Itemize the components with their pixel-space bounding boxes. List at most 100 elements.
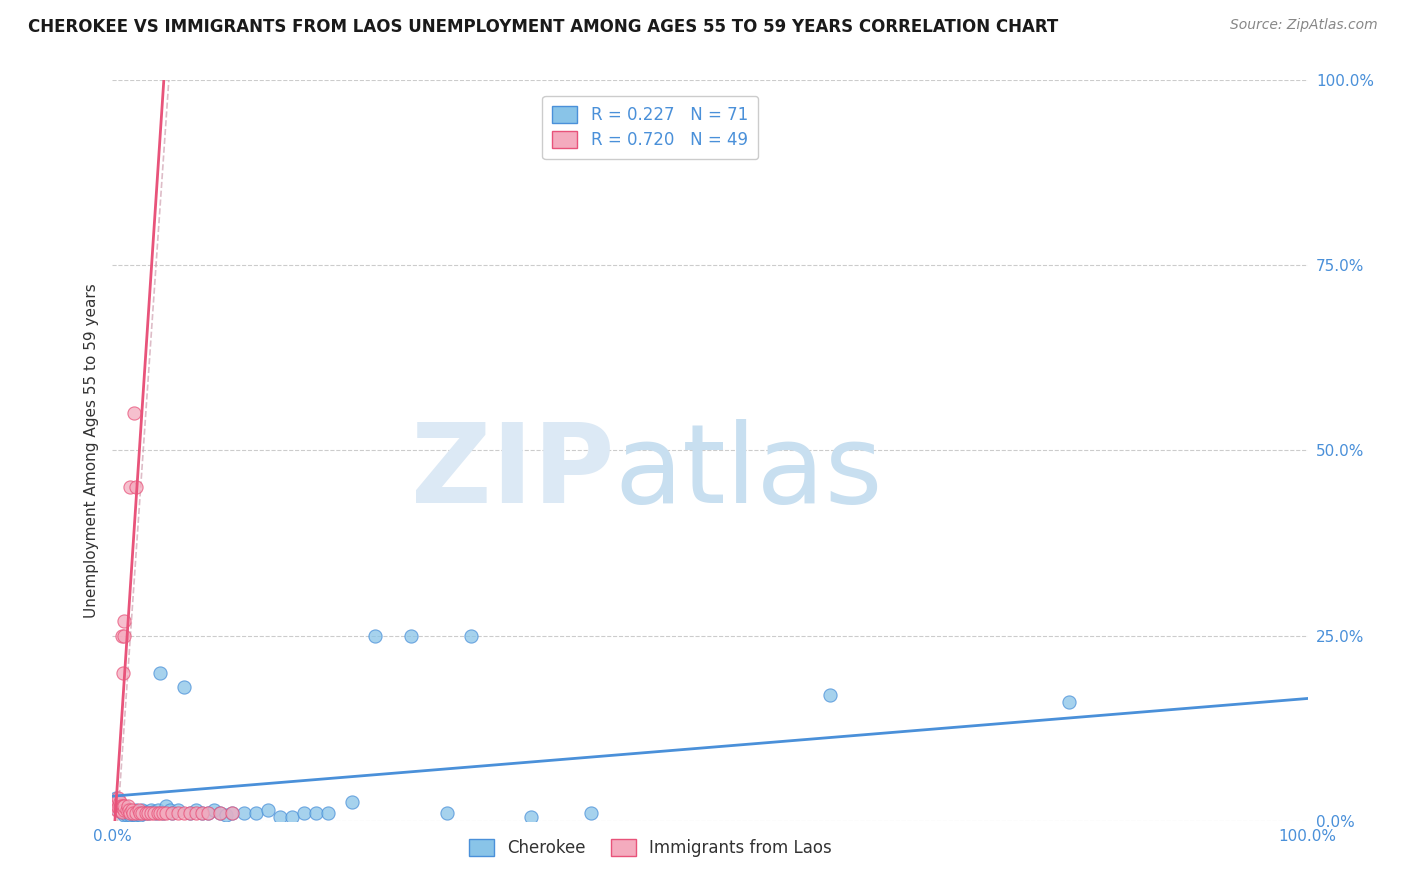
Point: [110, 798, 132, 813]
Point: [292, 806, 315, 821]
Point: [209, 806, 232, 821]
Point: [111, 805, 134, 819]
Point: [105, 798, 128, 813]
Point: [105, 798, 128, 813]
Point: [107, 791, 129, 805]
Point: [114, 628, 135, 642]
Point: [114, 805, 135, 819]
Point: [460, 628, 482, 642]
Point: [125, 806, 148, 821]
Point: [257, 803, 280, 817]
Point: [110, 803, 132, 817]
Point: [173, 681, 195, 695]
Point: [129, 807, 152, 822]
Point: [121, 806, 143, 821]
Point: [111, 800, 134, 814]
Point: [117, 805, 139, 819]
Point: [114, 614, 135, 628]
Point: [125, 480, 148, 494]
Point: [118, 806, 141, 821]
Text: CHEROKEE VS IMMIGRANTS FROM LAOS UNEMPLOYMENT AMONG AGES 55 TO 59 YEARS CORRELAT: CHEROKEE VS IMMIGRANTS FROM LAOS UNEMPLO…: [28, 18, 1059, 36]
Point: [159, 803, 181, 817]
Point: [121, 805, 143, 819]
Point: [139, 803, 162, 817]
Point: [131, 803, 153, 817]
Point: [215, 807, 238, 822]
Point: [120, 807, 142, 822]
Point: [162, 806, 183, 821]
Y-axis label: Unemployment Among Ages 55 to 59 years: Unemployment Among Ages 55 to 59 years: [83, 283, 98, 618]
Point: [107, 800, 129, 814]
Point: [145, 806, 167, 821]
Point: [173, 806, 195, 821]
Point: [146, 803, 169, 817]
Point: [112, 803, 135, 817]
Point: [107, 803, 129, 817]
Point: [120, 806, 142, 821]
Point: [124, 806, 146, 821]
Point: [121, 806, 143, 821]
Point: [122, 407, 145, 421]
Point: [138, 806, 160, 821]
Point: [191, 806, 214, 821]
Point: [233, 806, 256, 821]
Point: [115, 807, 138, 822]
Point: [114, 803, 135, 817]
Point: [131, 806, 153, 821]
Point: [110, 798, 132, 813]
Point: [281, 810, 304, 824]
Point: [105, 791, 128, 805]
Point: [197, 806, 219, 821]
Point: [167, 803, 190, 817]
Text: atlas: atlas: [614, 419, 883, 526]
Point: [152, 806, 174, 821]
Point: [146, 806, 169, 821]
Point: [138, 806, 160, 821]
Point: [202, 803, 225, 817]
Point: [132, 806, 155, 821]
Point: [155, 806, 177, 821]
Point: [149, 806, 172, 821]
Point: [191, 806, 214, 821]
Point: [436, 806, 458, 821]
Point: [110, 803, 132, 817]
Point: [142, 805, 165, 819]
Point: [186, 803, 208, 817]
Point: [340, 795, 363, 809]
Point: [186, 806, 208, 821]
Legend: Cherokee, Immigrants from Laos: Cherokee, Immigrants from Laos: [463, 832, 838, 864]
Point: [1057, 695, 1080, 709]
Point: [117, 798, 139, 813]
Point: [305, 806, 328, 821]
Point: [135, 805, 157, 819]
Point: [128, 805, 150, 819]
Point: [167, 806, 190, 821]
Point: [108, 798, 131, 813]
Point: [316, 806, 339, 821]
Text: Source: ZipAtlas.com: Source: ZipAtlas.com: [1230, 18, 1378, 32]
Point: [108, 795, 131, 809]
Point: [818, 688, 841, 702]
Point: [125, 803, 148, 817]
Point: [152, 806, 174, 821]
Point: [209, 806, 232, 821]
Point: [117, 803, 139, 817]
Point: [197, 806, 219, 821]
Point: [127, 806, 149, 821]
Point: [269, 810, 291, 824]
Point: [401, 628, 423, 642]
Point: [114, 798, 135, 813]
Point: [114, 798, 135, 813]
Point: [149, 665, 172, 680]
Point: [364, 628, 387, 642]
Point: [120, 480, 142, 494]
Point: [121, 803, 143, 817]
Point: [221, 806, 243, 821]
Point: [114, 807, 135, 822]
Point: [179, 806, 201, 821]
Point: [112, 798, 135, 813]
Point: [105, 803, 128, 817]
Point: [129, 806, 152, 821]
Point: [579, 806, 602, 821]
Point: [221, 806, 243, 821]
